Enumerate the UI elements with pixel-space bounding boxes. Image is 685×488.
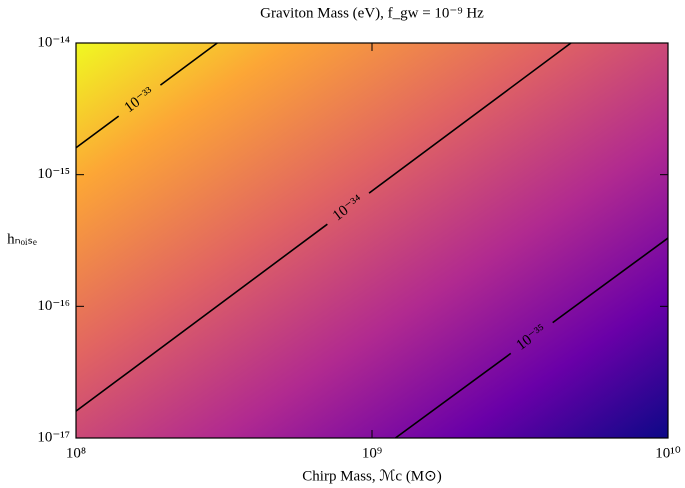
y-tick-label: 10⁻¹⁷ [37,429,70,445]
x-axis-label: Chirp Mass, ℳc (M⊙) [302,468,441,484]
contour-line [75,42,572,412]
x-tick-label: 10⁹ [362,445,382,461]
x-tick-label: 10¹⁰ [655,445,681,461]
x-tick-label: 10⁸ [66,445,86,461]
y-tick-label: 10⁻¹⁵ [37,166,70,182]
contour-line [394,237,669,439]
y-axis-label: hₙₒᵢₛₑ [7,231,37,247]
contour-line [75,42,218,149]
chart-title: Graviton Mass (eV), f_gw = 10⁻⁹ Hz [260,5,484,21]
plot-frame [75,42,669,439]
y-tick-label: 10⁻¹⁶ [37,298,70,314]
heatmap [76,43,668,438]
y-tick-label: 10⁻¹⁴ [37,34,70,50]
